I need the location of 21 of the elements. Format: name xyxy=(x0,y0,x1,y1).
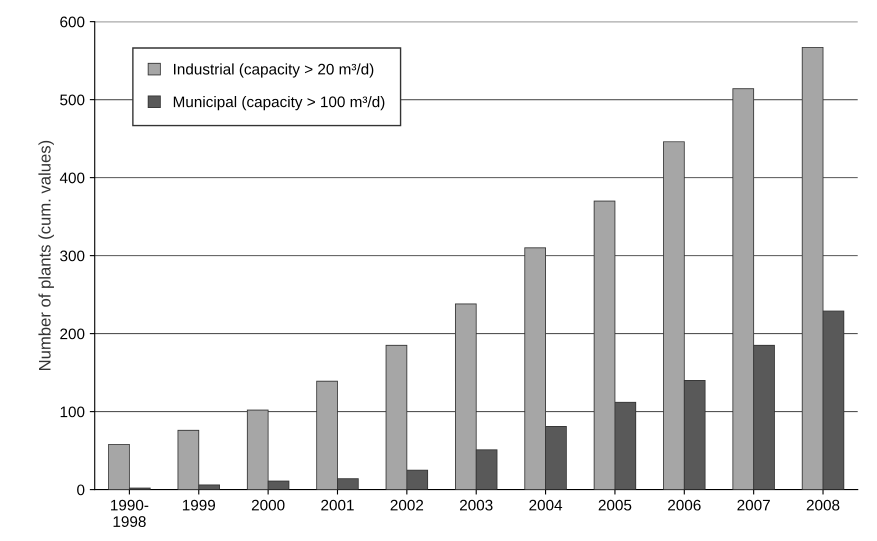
y-tick-label: 0 xyxy=(77,484,84,496)
y-tick-label: 200 xyxy=(60,328,84,340)
x-tick-label: 2002 xyxy=(390,500,424,511)
x-tick-label: 2006 xyxy=(668,500,701,511)
y-axis-title: Number of plants (cum. values) xyxy=(38,140,54,370)
x-tick-label: 2001 xyxy=(321,500,354,511)
x-tick-label: 1990- 1998 xyxy=(111,500,148,528)
x-tick-label: 2004 xyxy=(529,500,562,511)
x-tick-label: 2000 xyxy=(252,500,285,511)
y-tick-label: 400 xyxy=(60,172,84,184)
y-tick-label: 100 xyxy=(60,406,84,418)
legend-label: Municipal (capacity > 100 m³/d) xyxy=(174,96,384,110)
x-tick-label: 2003 xyxy=(460,500,493,511)
y-tick-label: 600 xyxy=(60,16,84,28)
legend-label: Industrial (capacity > 20 m³/d) xyxy=(174,63,374,78)
x-tick-label: 2005 xyxy=(598,500,632,511)
x-tick-label: 2007 xyxy=(737,500,770,511)
x-tick-label: 1999 xyxy=(182,500,216,511)
y-tick-label: 500 xyxy=(60,94,84,106)
y-tick-label: 300 xyxy=(60,250,84,262)
x-tick-label: 2008 xyxy=(806,500,840,511)
